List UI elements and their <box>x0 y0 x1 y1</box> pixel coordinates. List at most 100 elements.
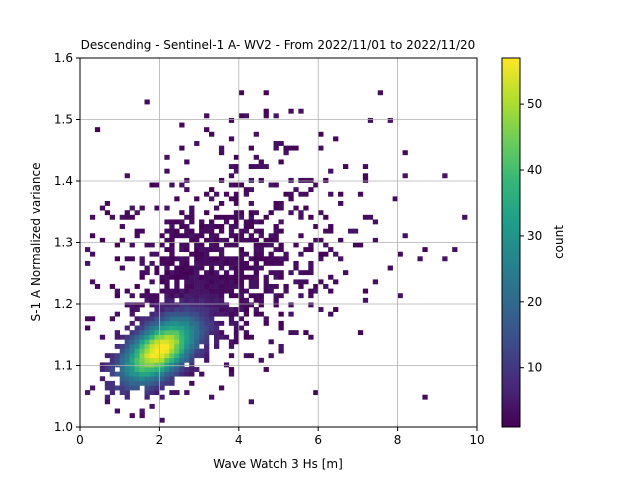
heatmap-cell <box>164 357 170 363</box>
heatmap-cell <box>218 334 225 340</box>
heatmap-cell <box>253 297 259 303</box>
heatmap-cell <box>248 284 254 289</box>
heatmap-cell <box>114 330 120 336</box>
heatmap-cell <box>213 297 220 303</box>
heatmap-cell <box>99 376 106 382</box>
heatmap-cell <box>154 307 160 312</box>
heatmap-cell <box>218 200 225 206</box>
heatmap-cell <box>149 297 155 303</box>
heatmap-cell <box>283 288 289 294</box>
heatmap-cell <box>169 343 175 349</box>
heatmap-cell <box>318 256 324 262</box>
heatmap-cell <box>114 385 120 391</box>
heatmap-cell <box>169 251 175 257</box>
heatmap-cell <box>199 325 205 331</box>
heatmap-cell <box>347 228 354 234</box>
y-tick-label: 1.6 <box>54 51 73 65</box>
heatmap-cell <box>209 265 215 271</box>
heatmap-cell <box>253 164 259 169</box>
heatmap-cell <box>258 251 264 257</box>
x-tick-label: 6 <box>314 433 322 447</box>
heatmap-cell <box>199 302 205 308</box>
heatmap-cell <box>253 228 259 234</box>
heatmap-cell <box>228 339 235 345</box>
heatmap-cell <box>268 270 274 276</box>
heatmap-cell <box>253 311 259 317</box>
heatmap-cell <box>258 357 264 363</box>
heatmap-cell <box>213 311 220 317</box>
heatmap-cell <box>184 353 190 359</box>
heatmap-cell <box>129 367 135 372</box>
heatmap-cell <box>164 325 170 331</box>
heatmap-cell <box>174 343 180 349</box>
heatmap-cell <box>134 302 140 308</box>
heatmap-cell <box>139 371 145 377</box>
heatmap-cell <box>263 256 269 262</box>
colorbar-tick-label: 30 <box>527 229 542 243</box>
heatmap-cell <box>139 270 145 276</box>
heatmap-cell <box>218 330 225 336</box>
heatmap-cell <box>209 228 215 234</box>
heatmap-cell <box>263 90 269 96</box>
heatmap-cell <box>298 251 304 257</box>
heatmap-cell <box>179 293 185 299</box>
heatmap-cell <box>154 362 160 368</box>
heatmap-cell <box>189 357 195 363</box>
heatmap-cell <box>164 260 170 266</box>
heatmap-cell <box>154 357 160 363</box>
heatmap-cell <box>139 348 145 354</box>
heatmap-cell <box>144 242 150 248</box>
heatmap-cell <box>174 307 180 312</box>
heatmap-cell <box>199 320 205 326</box>
heatmap-cell <box>104 353 111 359</box>
heatmap-cell <box>144 394 150 400</box>
heatmap-cell <box>218 302 225 308</box>
x-tick-label: 4 <box>235 433 243 447</box>
heatmap-cell <box>159 274 165 280</box>
heatmap-cell <box>238 302 245 308</box>
heatmap-cell <box>179 357 185 363</box>
heatmap-cell <box>248 177 254 183</box>
heatmap-cell <box>164 288 170 294</box>
heatmap-cell <box>124 385 130 391</box>
heatmap-cell <box>253 284 259 289</box>
heatmap-cell <box>154 385 160 391</box>
heatmap-cell <box>422 247 428 253</box>
heatmap-cell <box>233 237 240 243</box>
heatmap-cell <box>228 320 235 326</box>
heatmap-cell <box>218 288 225 294</box>
heatmap-cell <box>169 357 175 363</box>
x-axis-ticks: 0 2 4 6 8 10 <box>76 427 485 447</box>
heatmap-cell <box>303 330 309 336</box>
heatmap-cell <box>159 307 165 312</box>
heatmap-cell <box>159 362 165 368</box>
heatmap-cell <box>169 376 175 382</box>
heatmap-cell <box>129 371 135 377</box>
heatmap-cell <box>114 362 120 368</box>
chart-title: Descending - Sentinel-1 A- WV2 - From 20… <box>81 38 476 52</box>
heatmap-cell <box>159 380 165 386</box>
heatmap-cell <box>204 357 210 363</box>
heatmap-cell <box>134 376 140 382</box>
heatmap-cell <box>223 191 230 197</box>
heatmap-cell <box>258 247 264 253</box>
heatmap-cell <box>308 242 314 248</box>
heatmap-cell <box>213 325 220 331</box>
heatmap-cell <box>174 316 180 322</box>
heatmap-cell <box>233 307 240 312</box>
heatmap-cell <box>293 187 299 193</box>
heatmap-cell <box>184 247 190 253</box>
heatmap-cell <box>228 284 235 289</box>
heatmap-cell <box>213 343 220 349</box>
heatmap-cell <box>248 256 254 262</box>
heatmap-cell <box>263 242 269 248</box>
heatmap-cell <box>164 334 170 340</box>
heatmap-cell <box>288 145 294 151</box>
heatmap-cell <box>278 320 284 326</box>
heatmap-cell <box>298 233 304 239</box>
heatmap-cell <box>402 233 408 239</box>
heatmap-cell <box>149 260 155 266</box>
heatmap-cell <box>154 367 160 372</box>
heatmap-cell <box>298 210 304 216</box>
heatmap-cell <box>204 339 210 345</box>
